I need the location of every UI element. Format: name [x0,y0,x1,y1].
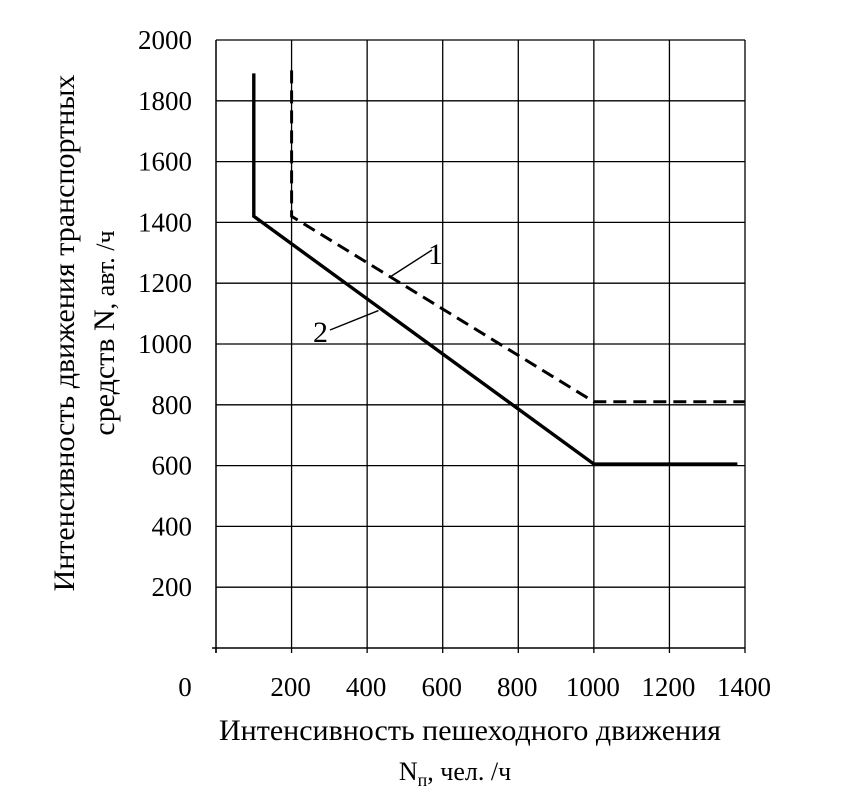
x-tick-label: 1000 [566,672,620,702]
annotation-leader-2 [329,309,379,331]
x-tick-labels: 0 200 400 600 800 1000 1200 1400 [178,672,771,702]
annotation-leader-1 [389,249,433,278]
x-unit-rest: , чел. /ч [427,757,511,786]
y-unit-symbol: средств N [88,309,121,435]
annotations: 12 [313,238,443,349]
y-tick-label: 1000 [138,329,192,359]
y-tick-label: 200 [152,572,193,602]
y-tick-label: 2000 [138,25,192,55]
x-tick-label: 0 [178,672,192,702]
y-axis-title-line2-group: средств N, авт. /ч [88,230,121,435]
y-tick-label: 1400 [138,207,192,237]
y-axis-title: Интенсивность движения транспортных [48,75,81,592]
y-tick-label: 1200 [138,268,192,298]
y-tick-label: 600 [152,451,193,481]
y-tick-label: 400 [152,511,193,541]
axes [212,40,746,653]
x-unit-symbol: N [399,757,418,786]
y-tick-label: 1600 [138,147,192,177]
series [252,70,745,466]
annotation-label-2: 2 [313,316,328,349]
x-tick-label: 600 [421,672,462,702]
annotation-label-1: 1 [428,238,443,271]
series-line-1 [290,70,745,404]
x-unit-subscript: п [418,770,428,790]
x-axis-title: Интенсивность пешеходного движения [219,714,721,747]
x-tick-label: 200 [270,672,311,702]
y-axis-title-group: Интенсивность движения транспортных [48,75,81,592]
y-unit-rest: , авт. /ч [91,230,120,309]
y-tick-label: 1800 [138,86,192,116]
y-axis-title-line2: средств N, авт. /ч [88,230,121,435]
x-tick-label: 400 [346,672,387,702]
grid [216,39,746,648]
x-axis-unit: Nп, чел. /ч [399,757,511,790]
y-tick-label: 800 [152,390,193,420]
x-tick-label: 1400 [717,672,771,702]
y-tick-labels: 200 400 600 800 1000 1200 1400 1600 1800 2000 [138,25,192,602]
series-line-2 [252,73,738,466]
x-tick-label: 1200 [641,672,695,702]
x-tick-label: 800 [497,672,538,702]
